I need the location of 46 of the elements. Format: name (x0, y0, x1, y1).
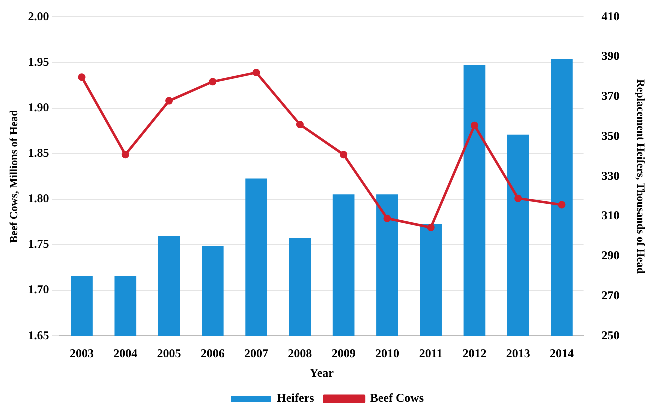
point (122, 151, 130, 159)
y2-tick-label: 310 (602, 208, 620, 223)
point (296, 121, 304, 128)
point (384, 214, 392, 222)
x-tick-label: 2005 (157, 346, 182, 360)
y-tick-label: 1.80 (28, 192, 50, 206)
y-tick-label: 2.00 (28, 9, 50, 24)
y-tick-label: 1.85 (28, 146, 50, 160)
x-tick-label: 2003 (70, 346, 94, 360)
point (470, 122, 478, 130)
point (514, 194, 522, 202)
x-tick-label: 2009 (332, 346, 356, 360)
x-tick-label: 2013 (506, 346, 530, 360)
point (340, 151, 348, 159)
x-tick-label: 2012 (462, 346, 487, 360)
point (252, 69, 260, 77)
y2-tick-label: 410 (602, 9, 620, 24)
x-tick-label: 2004 (114, 346, 138, 360)
y-axis-title: Beef Cows, Millions of Head (8, 110, 20, 244)
x-tick-label: 2010 (375, 346, 400, 360)
point (166, 97, 174, 105)
y2-tick-label: 250 (602, 328, 620, 342)
x-tick-label: 2006 (200, 346, 225, 360)
x-tick-label: 2007 (244, 346, 269, 360)
point (427, 224, 435, 232)
x-tick-label: 2014 (550, 346, 574, 360)
y2-tick-label: 370 (602, 89, 620, 104)
point (78, 74, 86, 82)
point (558, 201, 566, 209)
y2-tick-label: 290 (602, 248, 620, 263)
legend-label: Beef Cows (370, 391, 424, 406)
y-tick-label: 1.75 (28, 237, 50, 252)
x-tick-label: 2011 (419, 346, 443, 360)
x-tick-label: 2008 (288, 346, 312, 360)
y-tick-label: 1.90 (28, 100, 50, 114)
y-tick-label: 1.70 (28, 282, 50, 297)
x-axis-title: Year (310, 366, 335, 380)
y-tick-label: 1.65 (28, 328, 50, 342)
legend-label: Heifers (277, 391, 315, 406)
point (209, 78, 217, 86)
y2-tick-label: 350 (602, 128, 620, 143)
y2-tick-label: 390 (602, 49, 620, 64)
y-tick-label: 1.95 (28, 54, 50, 69)
y2-tick-label: 270 (602, 288, 620, 302)
y2-axis-title: Replacement Heifers, Thousands of Head (634, 79, 647, 274)
y2-tick-label: 330 (602, 168, 620, 183)
